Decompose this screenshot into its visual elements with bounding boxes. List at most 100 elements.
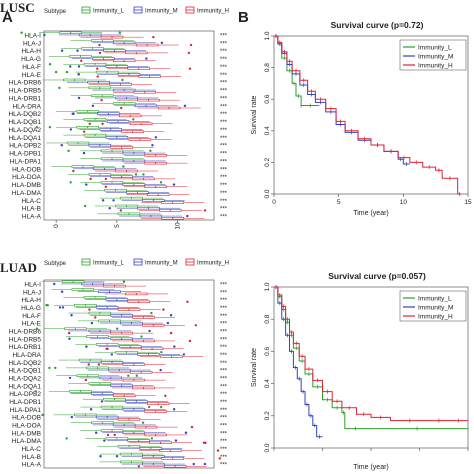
- outlier-point: [35, 126, 39, 129]
- category-label: HLA-H: [21, 48, 41, 55]
- outlier-point: [137, 465, 141, 468]
- outlier-point: [99, 455, 102, 458]
- significance-mark: ***: [220, 73, 228, 79]
- legend-entry: Immunity_M: [418, 54, 453, 61]
- outlier-point: [148, 329, 151, 333]
- significance-mark: ***: [220, 136, 228, 142]
- chart-title: Survival curve (p=0.72): [331, 20, 424, 30]
- outlier-point: [91, 104, 95, 108]
- outlier-point: [46, 304, 49, 307]
- outlier-point: [82, 151, 86, 155]
- outlier-point: [154, 136, 158, 139]
- y-tick-label: 0.4: [264, 379, 271, 388]
- significance-mark: ***: [220, 183, 228, 189]
- outlier-point: [101, 199, 105, 202]
- category-label: HLA-DQB1: [8, 119, 41, 126]
- category-label: HLA-G: [21, 305, 41, 312]
- legend-entry: Immunity_M: [145, 261, 178, 267]
- outlier-point: [67, 331, 71, 335]
- category-label: HLA-DRA: [12, 103, 41, 110]
- km-plot-top: Survival curve (p=0.72) 0.0 0.2 0.4 0.6 0.8 1.…: [251, 20, 472, 217]
- significance-mark: ***: [220, 290, 228, 296]
- outlier-point: [118, 31, 122, 34]
- category-label: HLA-DQA2: [8, 127, 41, 134]
- significance-mark: ***: [220, 431, 228, 437]
- outlier-point: [54, 366, 57, 370]
- x-axis-label: Time (year): [353, 464, 389, 471]
- significance-mark: ***: [220, 439, 228, 445]
- outlier-point: [54, 70, 58, 74]
- outlier-point: [83, 204, 87, 208]
- outlier-point: [132, 118, 135, 121]
- category-label: HLA-DMA: [12, 190, 42, 197]
- outlier-point: [169, 314, 173, 317]
- outlier-point: [218, 457, 221, 460]
- significance-mark: ***: [220, 175, 228, 181]
- outlier-point: [72, 112, 75, 115]
- x-tick-label: 10: [175, 222, 182, 230]
- category-label: HLA-DRB1: [9, 95, 42, 102]
- outlier-point: [194, 324, 198, 327]
- legend-entry: Immunity_H: [418, 63, 453, 70]
- category-label: HLA-E: [22, 321, 42, 328]
- significance-mark: ***: [220, 207, 228, 213]
- outlier-point: [83, 130, 86, 133]
- significance-mark: ***: [220, 463, 228, 469]
- significance-mark: ***: [220, 306, 228, 312]
- category-label: HLA-DRB5: [9, 336, 42, 343]
- outlier-point: [119, 209, 123, 212]
- outlier-point: [115, 327, 119, 330]
- significance-mark: ***: [220, 423, 228, 429]
- legend-entry: Immunity_H: [197, 261, 229, 267]
- significance-mark: ***: [220, 384, 228, 390]
- outlier-point: [65, 70, 69, 74]
- x-tick-label: 5: [114, 224, 121, 228]
- legend-entry: Immunity_M: [145, 9, 178, 15]
- outlier-point: [94, 431, 98, 434]
- outlier-point: [68, 376, 72, 380]
- category-label: HLA-DPA1: [10, 158, 42, 165]
- outlier-point: [187, 51, 191, 55]
- outlier-point: [166, 321, 170, 325]
- outlier-point: [60, 143, 63, 147]
- significance-mark: ***: [220, 376, 228, 382]
- significance-mark: ***: [220, 337, 228, 343]
- outlier-point: [152, 35, 155, 39]
- significance-mark: ***: [220, 96, 228, 102]
- outlier-point: [97, 363, 101, 366]
- category-label: HLA-I: [24, 32, 41, 39]
- panel-letter-a: A: [2, 9, 13, 26]
- outlier-point: [190, 425, 194, 429]
- km-curve-immunity_h: [274, 286, 468, 422]
- category-label: HLA-DQA2: [8, 375, 41, 382]
- significance-mark: ***: [220, 322, 228, 328]
- category-label: HLA-J: [23, 40, 41, 47]
- category-label: HLA-DPA1: [10, 407, 42, 414]
- category-label: HLA-F: [22, 313, 41, 320]
- outlier-point: [20, 31, 23, 34]
- outlier-point: [34, 390, 38, 393]
- significance-mark: ***: [220, 81, 228, 87]
- legend-entry: Immunity_H: [418, 314, 453, 321]
- category-label: HLA-DQA1: [8, 135, 41, 142]
- outlier-point: [84, 378, 88, 382]
- y-tick-label: 0.2: [264, 411, 271, 420]
- outlier-point: [172, 408, 176, 411]
- outlier-point: [77, 96, 81, 100]
- x-tick-label: 0: [272, 199, 276, 206]
- legend-entry: Immunity_L: [418, 296, 452, 303]
- outlier-point: [216, 449, 220, 452]
- legend-entry: Immunity_L: [93, 261, 125, 267]
- category-label: HLA-DRB5: [9, 88, 42, 95]
- km-curve-immunity_m: [274, 35, 410, 165]
- category-label: HLA-C: [21, 446, 41, 453]
- outlier-point: [69, 65, 72, 68]
- x-tick-label: 10: [400, 199, 408, 206]
- significance-mark: ***: [220, 353, 228, 359]
- significance-mark: ***: [220, 65, 228, 71]
- outlier-point: [159, 368, 162, 372]
- significance-mark: ***: [220, 199, 228, 205]
- outlier-point: [68, 337, 71, 340]
- significance-mark: ***: [220, 128, 228, 134]
- legend-entry: Immunity_L: [418, 45, 452, 52]
